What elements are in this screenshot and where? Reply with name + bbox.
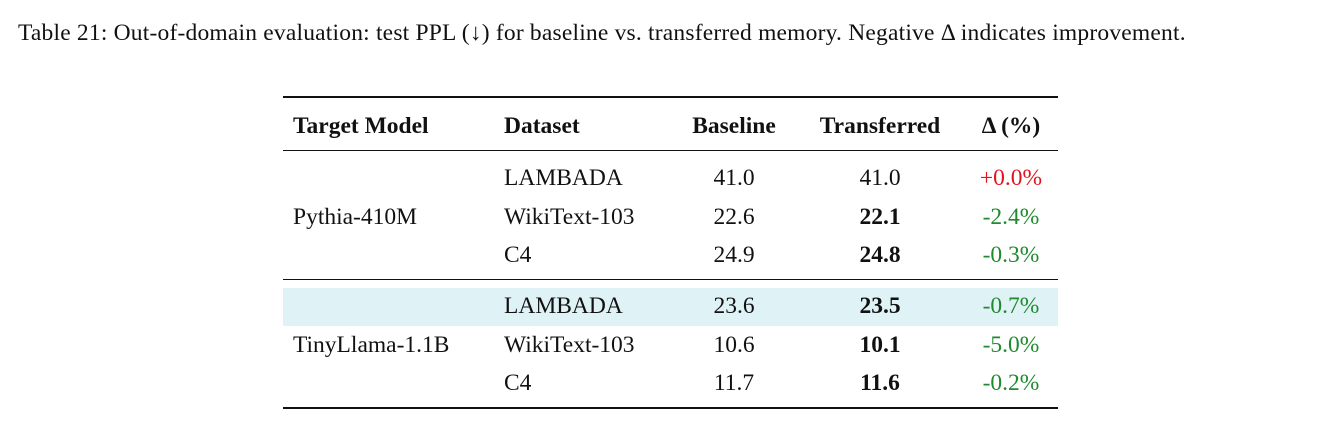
baseline: 11.7 — [713, 370, 755, 396]
transferred: 24.8 — [859, 242, 901, 268]
bottom-rule — [283, 407, 1058, 409]
transferred: 41.0 — [859, 165, 901, 191]
mid-rule — [283, 279, 1058, 280]
header-rule — [283, 150, 1058, 151]
delta: -2.4% — [982, 203, 1040, 230]
delta: -0.7% — [982, 293, 1040, 319]
dataset: WikiText-103 — [504, 331, 635, 358]
header-cell: Dataset — [504, 113, 580, 139]
baseline: 24.9 — [713, 242, 755, 268]
baseline: 22.6 — [713, 203, 755, 230]
delta: +0.0% — [979, 165, 1043, 191]
delta: -0.2% — [982, 370, 1040, 396]
model-name: Pythia-410M — [293, 203, 418, 230]
header-cell: Target Model — [293, 113, 429, 139]
dataset: C4 — [504, 370, 532, 396]
header-cell: Transferred — [819, 113, 941, 139]
delta: -0.3% — [982, 242, 1040, 268]
dataset: LAMBADA — [504, 165, 623, 191]
caption: Table 21: Out-of-domain evaluation: test… — [18, 20, 1186, 46]
transferred: 10.1 — [859, 331, 901, 358]
baseline: 10.6 — [713, 331, 755, 358]
transferred: 23.5 — [859, 293, 901, 319]
transferred: 11.6 — [860, 370, 900, 396]
dataset: LAMBADA — [504, 293, 623, 319]
baseline: 23.6 — [713, 293, 755, 319]
dataset: WikiText-103 — [504, 203, 635, 230]
top-rule — [283, 96, 1058, 98]
model-name: TinyLlama-1.1B — [293, 331, 450, 358]
baseline: 41.0 — [713, 165, 755, 191]
transferred: 22.1 — [859, 203, 901, 230]
header-cell: Δ (%) — [981, 113, 1041, 139]
dataset: C4 — [504, 242, 532, 268]
header-cell: Baseline — [692, 113, 776, 139]
delta: -5.0% — [982, 331, 1040, 358]
row-highlight — [283, 288, 1058, 326]
